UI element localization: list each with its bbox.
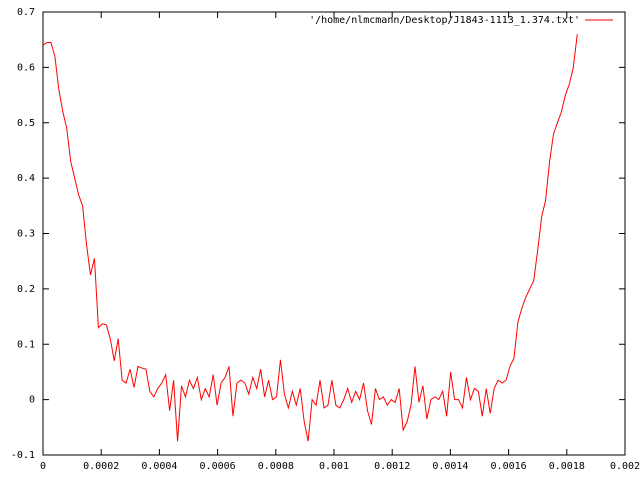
plot-border bbox=[42, 11, 626, 456]
x-tick-label: 0.0008 bbox=[258, 461, 294, 472]
x-tick-label: 0.002 bbox=[610, 461, 640, 472]
y-tick-label: 0.3 bbox=[17, 229, 35, 240]
y-tick-label: 0.6 bbox=[17, 62, 35, 73]
x-tick-label: 0.0006 bbox=[200, 461, 236, 472]
legend-label: '/home/nlmcmann/Desktop/J1843-1113_1.374… bbox=[309, 15, 580, 26]
x-tick-label: 0 bbox=[40, 461, 46, 472]
x-tick-label: 0.0004 bbox=[141, 461, 177, 472]
x-tick-label: 0.0002 bbox=[83, 461, 119, 472]
y-tick-label: 0.4 bbox=[17, 173, 35, 184]
x-tick-label: 0.0016 bbox=[491, 461, 527, 472]
x-tick-label: 0.0018 bbox=[549, 461, 585, 472]
x-tick-label: 0.0012 bbox=[374, 461, 410, 472]
y-tick-label: 0.1 bbox=[17, 339, 35, 350]
y-tick-label: 0.5 bbox=[17, 118, 35, 129]
x-tick-label: 0.001 bbox=[319, 461, 349, 472]
y-tick-label: -0.1 bbox=[11, 450, 35, 461]
data-line bbox=[42, 34, 578, 442]
x-tick-label: 0.0014 bbox=[432, 461, 468, 472]
y-tick-label: 0.2 bbox=[17, 284, 35, 295]
y-tick-label: 0.7 bbox=[17, 7, 35, 18]
y-tick-label: 0 bbox=[29, 395, 35, 406]
